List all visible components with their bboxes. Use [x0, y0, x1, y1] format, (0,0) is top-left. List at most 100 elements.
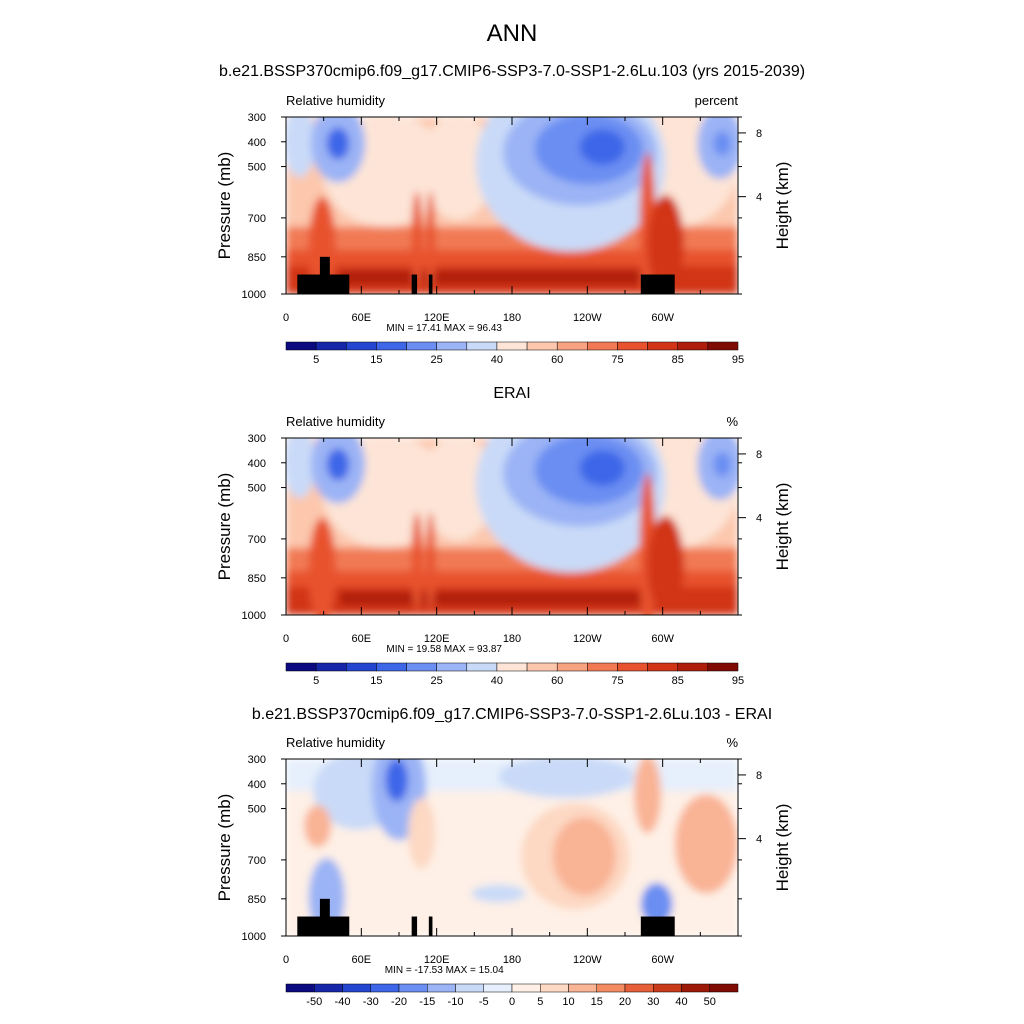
dry-spot-w0 [286, 438, 316, 499]
colorbar-box [677, 662, 709, 672]
panel-2: Relative humidity %3004005007008501000Pre… [215, 414, 792, 687]
dry-zone-4 [579, 129, 626, 165]
colorbar-box [587, 662, 618, 672]
colorbar-box [436, 662, 468, 672]
colorbar-box [466, 662, 498, 672]
colorbar-label: -20 [391, 996, 407, 1008]
colorbar-label: 60 [551, 354, 563, 366]
contour-field [286, 438, 738, 615]
panel-3: Relative humidity %3004005007008501000Pre… [215, 735, 792, 1008]
colorbar-label: 40 [675, 996, 687, 1008]
y-tick-label: 300 [248, 433, 266, 445]
y-tick-label: 1000 [242, 610, 266, 622]
y2-tick-label: 8 [756, 770, 762, 782]
terrain-andes [640, 274, 675, 294]
y-tick-label: 300 [248, 112, 266, 124]
plume-indo-2 [426, 191, 436, 291]
pos-f [408, 797, 436, 869]
colorbar-box [427, 983, 456, 993]
terrain-indo-1 [411, 916, 418, 936]
colorbar-label: -5 [479, 996, 489, 1008]
colorbar-box [617, 341, 648, 351]
y-tick-label: 850 [248, 894, 266, 906]
colorbar-box [526, 662, 558, 672]
pos-c [674, 794, 738, 894]
x-tick-label: 180 [503, 633, 521, 645]
colorbar-box [315, 662, 347, 672]
colorbar-box [647, 662, 678, 672]
dry-zone-4 [579, 450, 626, 486]
colorbar-label: -10 [448, 996, 464, 1008]
plume-africa [308, 517, 336, 615]
colorbar-label: 15 [591, 996, 603, 1008]
terrain-andes [640, 916, 675, 936]
x-tick-label: 180 [503, 312, 521, 324]
colorbar-box [709, 983, 739, 993]
plume-amazon [647, 515, 684, 615]
colorbar-box [526, 341, 558, 351]
panel2-case-title: ERAI [493, 385, 531, 402]
contour-field [286, 117, 738, 294]
band-low-4 [340, 270, 657, 284]
x-tick-label: 0 [283, 633, 289, 645]
panel3-case-title: b.e21.BSSP370cmip6.f09_g17.CMIP6-SSP3-7.… [251, 706, 773, 723]
neg-c [385, 759, 409, 802]
colorbar-box [707, 662, 739, 672]
colorbar-box [376, 662, 407, 672]
colorbar-box [483, 983, 513, 993]
colorbar-label: 60 [551, 675, 563, 687]
colorbar-label: 0 [509, 996, 515, 1008]
colorbar-box [707, 341, 739, 351]
contour-field [286, 759, 738, 936]
x-tick-label: 60W [651, 312, 674, 324]
colorbar-label: 25 [431, 354, 443, 366]
x-tick-label: 120W [573, 312, 602, 324]
y-tick-label: 700 [248, 534, 266, 546]
y2-tick-label: 4 [756, 513, 762, 525]
x-tick-label: 120W [573, 633, 602, 645]
colorbar-box [540, 983, 569, 993]
colorbar-box [406, 341, 437, 351]
y-tick-label: 500 [248, 804, 266, 816]
y-axis-label: Pressure (mb) [215, 473, 234, 581]
colorbar-label: 20 [619, 996, 631, 1008]
y-tick-label: 700 [248, 855, 266, 867]
neg-d [498, 759, 635, 798]
y-tick-label: 700 [248, 213, 266, 225]
colorbar-box [653, 983, 682, 993]
x-tick-label: 60W [651, 633, 674, 645]
colorbar-box [376, 341, 407, 351]
colorbar-box [346, 662, 377, 672]
colorbar-box [346, 341, 377, 351]
colorbar-label: 40 [491, 675, 503, 687]
colorbar-label: -30 [363, 996, 379, 1008]
y2-axis-label: Height (km) [773, 804, 792, 892]
colorbar-box [556, 341, 588, 351]
colorbar-label: 75 [611, 354, 623, 366]
dry-spot-w0 [286, 117, 316, 178]
colorbar-box [617, 662, 648, 672]
colorbar-label: 95 [732, 354, 744, 366]
y2-tick-label: 8 [756, 449, 762, 461]
contour-fill [286, 438, 738, 615]
variable-label: Relative humidity [286, 414, 385, 429]
y-axis-label: Pressure (mb) [215, 794, 234, 902]
units-label: percent [695, 93, 739, 108]
x-tick-label: 60E [352, 633, 372, 645]
terrain-indo-2 [428, 916, 433, 936]
panel-1: Relative humidity percent3004005007008501… [215, 93, 792, 366]
plume-amazon [647, 194, 684, 294]
colorbar-label: 5 [313, 354, 319, 366]
x-tick-label: 120E [424, 633, 450, 645]
terrain-africa-peak [319, 256, 330, 294]
panel1-case-title: b.e21.BSSP370cmip6.f09_g17.CMIP6-SSP3-7.… [218, 63, 806, 80]
colorbar-label: 5 [537, 996, 543, 1008]
y-axis-label: Pressure (mb) [215, 152, 234, 260]
min-max-label: MIN = 19.58 MAX = 93.87 [386, 644, 502, 655]
colorbar-box [466, 341, 498, 351]
colorbar-box [496, 662, 528, 672]
colorbar-label: 30 [647, 996, 659, 1008]
y-tick-label: 500 [248, 483, 266, 495]
dry-spot-e2 [713, 452, 732, 477]
